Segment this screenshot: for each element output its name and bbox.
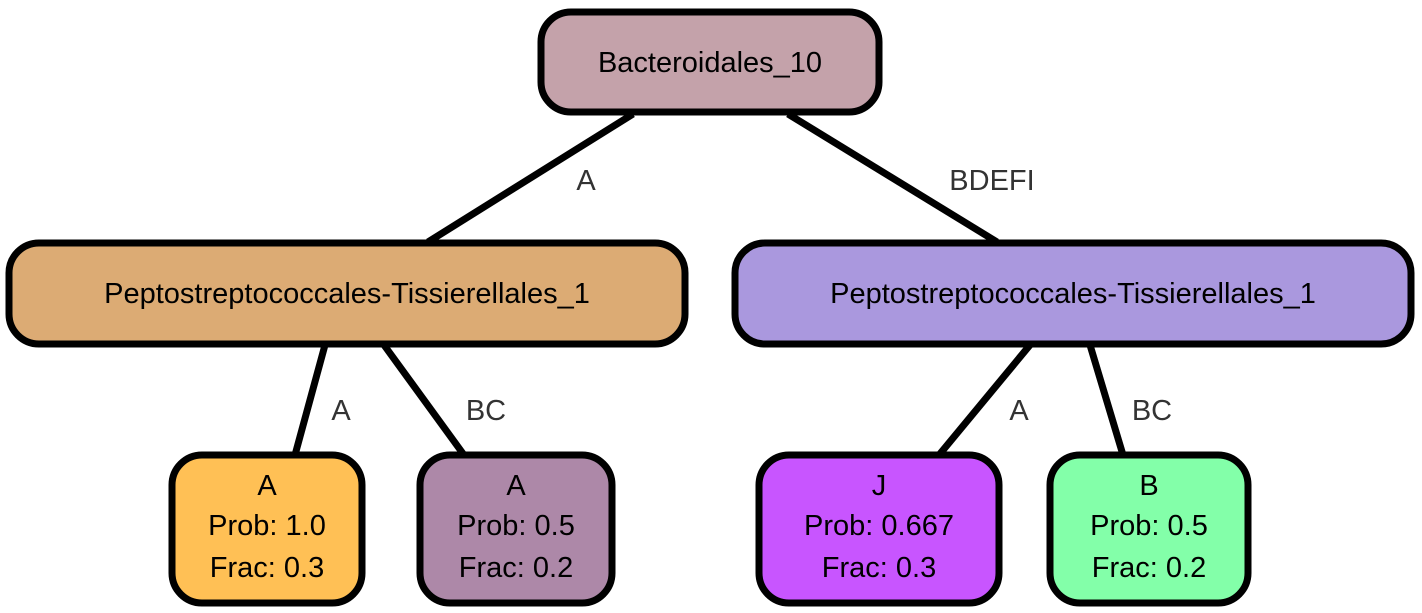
leaf-b-prob: Prob: 0.5 [457,510,575,542]
node-left-label: Peptostreptococcales-Tissierellales_1 [104,278,590,310]
node-right-label: Peptostreptococcales-Tissierellales_1 [830,278,1316,310]
leaf-a-class: A [257,470,277,502]
node-leaf-d: B Prob: 0.5 Frac: 0.2 [1046,451,1252,607]
edge-right-leaf-d: BC [1086,343,1172,457]
node-root: Bacteroidales_10 [537,8,883,116]
edge-root-left: A [426,111,635,245]
edge-label-left-leaf-a: A [331,395,351,427]
edge-left-leaf-b: BC [381,342,506,458]
edge-label-root-right: BDEFI [949,165,1034,197]
leaf-b-frac: Frac: 0.2 [459,552,573,584]
edge-root-right: BDEFI [786,111,1035,245]
leaf-b-class: A [506,470,526,502]
node-leaf-c: J Prob: 0.667 Frac: 0.3 [755,451,1003,607]
node-right: Peptostreptococcales-Tissierellales_1 [731,239,1415,348]
edge-label-right-leaf-d: BC [1132,395,1172,427]
leaf-c-prob: Prob: 0.667 [804,510,954,542]
edge-right-leaf-c: A [936,342,1033,458]
edge-label-right-leaf-c: A [1009,395,1029,427]
leaf-a-frac: Frac: 0.3 [210,552,324,584]
leaf-c-frac: Frac: 0.3 [822,552,936,584]
node-root-label: Bacteroidales_10 [598,47,822,79]
edge-left-leaf-a: A [291,344,351,456]
node-leaf-a: A Prob: 1.0 Frac: 0.3 [168,451,366,607]
leaf-d-prob: Prob: 0.5 [1090,510,1208,542]
edge-label-root-left: A [576,165,596,197]
leaf-d-frac: Frac: 0.2 [1092,552,1206,584]
leaf-c-class: J [872,470,887,502]
leaf-a-prob: Prob: 1.0 [208,510,326,542]
node-left: Peptostreptococcales-Tissierellales_1 [5,239,689,348]
node-leaf-b: A Prob: 0.5 Frac: 0.2 [416,451,616,607]
leaf-d-class: B [1139,470,1158,502]
edge-label-left-leaf-b: BC [466,395,506,427]
